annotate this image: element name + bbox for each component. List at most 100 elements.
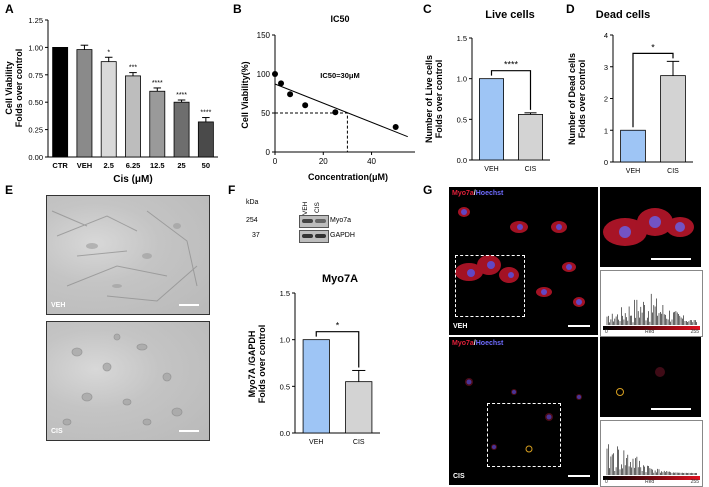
chart-a: 0.00 0.25 0.50 0.75 1.00 1.25 CTR VEH 2.5 * 6.25 **…	[4, 16, 218, 185]
brightfield-veh-image: VEH	[46, 195, 210, 315]
y-tick-label: 3	[604, 63, 608, 72]
significance-marker: ****	[504, 60, 519, 70]
bar	[76, 49, 93, 158]
x-tick-label: 0	[273, 157, 278, 166]
western-blot: kDa VEH CIS 254 37 Myo7a GAPDH	[246, 195, 355, 255]
fluorescence-veh-label: VEH	[453, 323, 468, 330]
histogram-cis: 0 Red 255	[600, 420, 703, 487]
y-tick-label: 0.0	[280, 429, 290, 438]
chart-title: Myo7A	[322, 273, 358, 285]
y-tick-label: 100	[257, 70, 271, 79]
significance-bracket	[315, 331, 360, 368]
stain-legend: Myo7a/Hoechst	[452, 190, 503, 197]
y-axis-label: Folds over control	[434, 60, 444, 139]
scale-bar	[179, 430, 199, 432]
scale-bar	[568, 325, 590, 327]
significance-marker: ****	[176, 92, 187, 99]
stain-blue-label: Hoechst	[475, 190, 504, 197]
stain-legend: Myo7a/Hoechst	[452, 340, 503, 347]
y-tick-label: 50	[261, 109, 270, 118]
bar	[52, 47, 69, 158]
lane-label-cis: CIS	[314, 202, 321, 213]
bar	[620, 129, 646, 163]
x-tick-label: 40	[367, 157, 376, 166]
x-tick-label: 20	[319, 157, 328, 166]
bar	[149, 90, 166, 158]
y-tick-label: 1.5	[457, 34, 467, 43]
scale-bar	[568, 475, 590, 477]
y-tick-label: 0.50	[28, 98, 43, 107]
zoom-veh-image	[600, 187, 701, 267]
x-tick-label: CIS	[525, 166, 537, 173]
kda-myo7a: 254	[246, 217, 258, 224]
bar	[125, 75, 141, 158]
panel-letter-e: E	[5, 183, 14, 197]
bar	[345, 381, 373, 434]
y-axis-label: Myo7A /GAPDH	[247, 331, 257, 398]
y-tick-label: 1	[604, 126, 608, 135]
x-tick-label: 12.5	[150, 161, 165, 170]
zoom-cis-image	[600, 337, 701, 417]
x-axis-label: Cis (μM)	[113, 174, 152, 185]
stain-blue-label: Hoechst	[475, 340, 504, 347]
ic50-annotation: IC50=30μM	[320, 71, 359, 80]
scale-bar	[651, 408, 691, 410]
panel-letter-f: F	[228, 183, 236, 197]
hist-tick-0: 0	[605, 479, 608, 485]
chart-b: 0 50 100 150 0 20 40 IC50 IC50=30μM Cell Viabilit…	[240, 14, 415, 182]
scale-bar	[179, 304, 199, 306]
fluorescence-cis-label: CIS	[453, 473, 465, 480]
blot-protein-gapdh: GAPDH	[330, 232, 355, 239]
brightfield-cis-image: CIS	[46, 321, 210, 441]
hist-tick-0: 0	[605, 329, 608, 335]
chart-title: Dead cells	[596, 9, 650, 21]
zoom-region-box	[487, 403, 561, 467]
y-tick-label: 0.00	[28, 153, 43, 162]
y-tick-label: 0.0	[457, 156, 467, 165]
y-axis-label: Number of Live cells	[424, 55, 434, 143]
significance-marker: ***	[129, 65, 137, 72]
chart-d: 0 1 2 3 4 VEH CIS * Number of Dead cells Folds ov…	[567, 9, 693, 175]
blot-band-gapdh	[299, 230, 329, 243]
y-axis-label: Cell Viability	[4, 61, 14, 114]
x-tick-label: 6.25	[126, 161, 141, 170]
ic50-guide	[275, 112, 348, 152]
bar	[518, 114, 543, 161]
blot-band-myo7a	[299, 215, 329, 228]
y-axis-label: Number of Dead cells	[567, 53, 577, 145]
x-tick-label: VEH	[309, 439, 323, 446]
panel-letter-g: G	[423, 183, 433, 197]
significance-marker: ****	[200, 110, 211, 117]
hist-tick-255: 255	[690, 479, 699, 485]
y-tick-label: 0	[266, 148, 271, 157]
y-tick-label: 1.0	[457, 75, 467, 84]
y-axis-label: Folds over control	[577, 60, 587, 139]
scale-bar	[651, 258, 691, 260]
fluorescence-cis-image: Myo7a/Hoechst CIS	[449, 337, 598, 485]
y-tick-label: 1.00	[28, 43, 43, 52]
significance-bracket	[490, 70, 532, 110]
hist-axis-label: Red	[645, 479, 655, 485]
data-point	[332, 109, 339, 116]
x-tick-label: 25	[177, 161, 185, 170]
x-axis-label: Concentration(μM)	[308, 172, 388, 182]
significance-marker: *	[336, 321, 340, 331]
bar	[197, 121, 214, 158]
x-tick-label: CIS	[353, 439, 365, 446]
significance-bracket	[632, 52, 674, 128]
bar	[479, 78, 504, 161]
bar	[302, 339, 330, 434]
y-tick-label: 0	[604, 158, 608, 167]
y-tick-label: 0.25	[28, 126, 43, 135]
y-tick-label: 2	[604, 95, 608, 104]
data-point	[302, 102, 309, 109]
y-axis-label: Cell Viability(%)	[240, 61, 250, 128]
y-tick-label: 150	[257, 31, 271, 40]
stain-separator: /	[473, 340, 476, 347]
x-tick-label: 50	[202, 161, 210, 170]
chart-f: 0.0 0.5 1.0 1.5 VEH CIS * Myo7A /GAPDH Folds ove…	[247, 273, 380, 446]
significance-marker: ****	[152, 80, 163, 87]
hist-gradient-bar	[603, 326, 700, 330]
brightfield-cis-label: CIS	[51, 428, 63, 435]
panel-letter-c: C	[423, 2, 432, 16]
